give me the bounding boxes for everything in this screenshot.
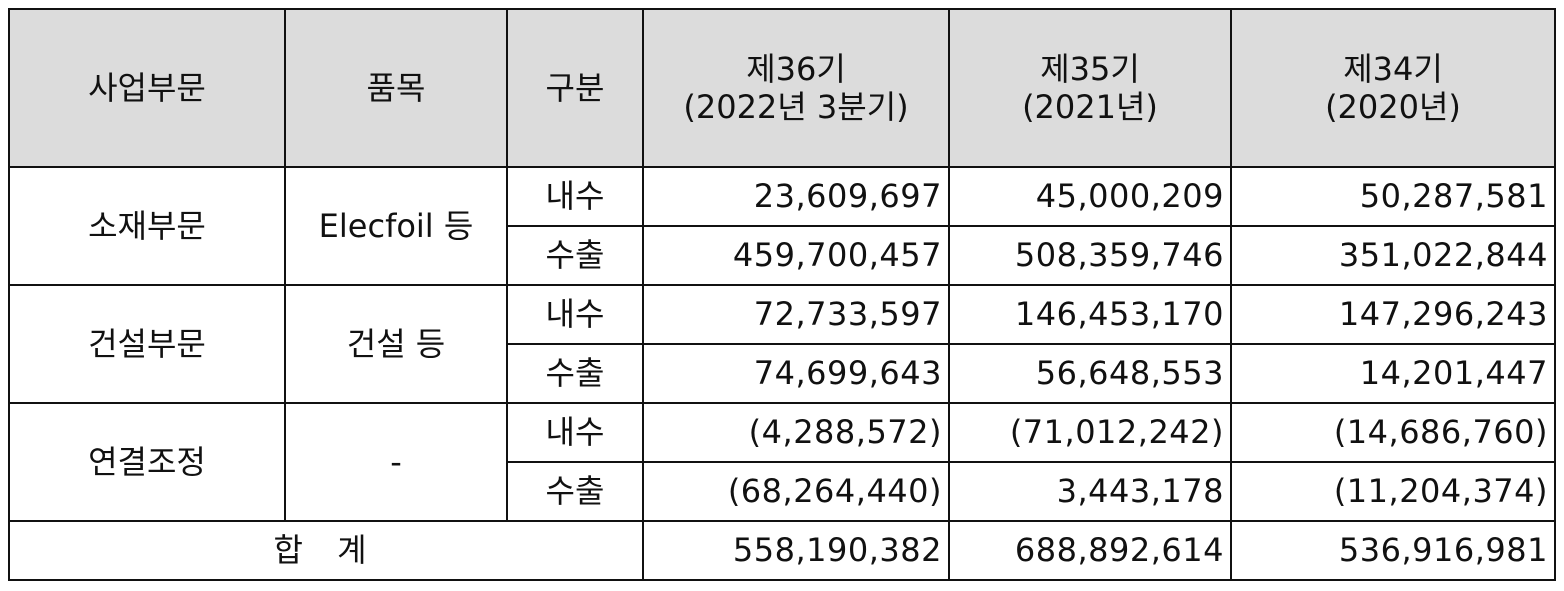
value-cell: (11,204,374) bbox=[1230, 461, 1556, 522]
value-cell: 351,022,844 bbox=[1230, 225, 1556, 286]
value-cell: (71,012,242) bbox=[948, 402, 1232, 463]
row-category: 수출 bbox=[506, 461, 644, 522]
table-row: 수출 (68,264,440) 3,443,178 (11,204,374) bbox=[9, 461, 1556, 522]
value-cell: 72,733,597 bbox=[642, 284, 950, 345]
segment-name: 건설부문 bbox=[8, 284, 286, 404]
value-cell: 50,287,581 bbox=[1230, 166, 1556, 227]
header-period-35-name: 제35기 bbox=[1040, 49, 1140, 88]
table-row: 수출 459,700,457 508,359,746 351,022,844 bbox=[9, 225, 1556, 286]
segment-item: - bbox=[284, 402, 508, 522]
table-row: 소재부문 Elecfoil 등 내수 23,609,697 45,000,209… bbox=[8, 166, 1556, 286]
segment-item: Elecfoil 등 bbox=[284, 166, 508, 286]
header-item: 품목 bbox=[284, 8, 508, 168]
header-period-35-year: (2021년) bbox=[1022, 88, 1158, 126]
header-period-34-name: 제34기 bbox=[1343, 49, 1443, 88]
total-value: 688,892,614 bbox=[948, 520, 1232, 581]
header-row: 사업부문 품목 구분 제36기 (2022년 3분기) 제35기 (2021년)… bbox=[8, 8, 1556, 168]
table-header: 사업부문 품목 구분 제36기 (2022년 3분기) 제35기 (2021년)… bbox=[8, 8, 1556, 168]
total-row: 합 계 558,190,382 688,892,614 536,916,981 bbox=[8, 520, 1556, 581]
value-cell: 14,201,447 bbox=[1230, 343, 1556, 404]
value-cell: 3,443,178 bbox=[948, 461, 1232, 522]
header-period-36-year: (2022년 3분기) bbox=[683, 88, 909, 126]
table-row: 건설부문 건설 등 내수 72,733,597 146,453,170 147,… bbox=[8, 284, 1556, 404]
value-cell: 23,609,697 bbox=[642, 166, 950, 227]
row-category: 내수 bbox=[506, 284, 644, 345]
value-cell: 459,700,457 bbox=[642, 225, 950, 286]
sales-table: 사업부문 품목 구분 제36기 (2022년 3분기) 제35기 (2021년)… bbox=[8, 8, 1556, 581]
segment-name: 소재부문 bbox=[8, 166, 286, 286]
row-category: 수출 bbox=[506, 343, 644, 404]
header-period-36: 제36기 (2022년 3분기) bbox=[642, 8, 950, 168]
segment-item: 건설 등 bbox=[284, 284, 508, 404]
header-period-34-year: (2020년) bbox=[1325, 88, 1461, 126]
header-segment: 사업부문 bbox=[8, 8, 286, 168]
value-cell: (68,264,440) bbox=[642, 461, 950, 522]
value-cell: 56,648,553 bbox=[948, 343, 1232, 404]
row-category: 내수 bbox=[506, 166, 644, 227]
header-period-36-name: 제36기 bbox=[746, 49, 846, 88]
value-cell: 45,000,209 bbox=[948, 166, 1232, 227]
table-row: 수출 74,699,643 56,648,553 14,201,447 bbox=[9, 343, 1556, 404]
value-cell: (4,288,572) bbox=[642, 402, 950, 463]
row-category: 내수 bbox=[506, 402, 644, 463]
total-value: 558,190,382 bbox=[642, 520, 950, 581]
row-category: 수출 bbox=[506, 225, 644, 286]
header-period-35: 제35기 (2021년) bbox=[948, 8, 1232, 168]
value-cell: 508,359,746 bbox=[948, 225, 1232, 286]
total-value: 536,916,981 bbox=[1230, 520, 1556, 581]
value-cell: 147,296,243 bbox=[1230, 284, 1556, 345]
segment-name: 연결조정 bbox=[8, 402, 286, 522]
total-label: 합 계 bbox=[8, 520, 644, 581]
value-cell: (14,686,760) bbox=[1230, 402, 1556, 463]
value-cell: 146,453,170 bbox=[948, 284, 1232, 345]
header-category: 구분 bbox=[506, 8, 644, 168]
value-cell: 74,699,643 bbox=[642, 343, 950, 404]
header-period-34: 제34기 (2020년) bbox=[1230, 8, 1556, 168]
table-row: 연결조정 - 내수 (4,288,572) (71,012,242) (14,6… bbox=[8, 402, 1556, 522]
table-body: 소재부문 Elecfoil 등 내수 23,609,697 45,000,209… bbox=[8, 166, 1556, 581]
